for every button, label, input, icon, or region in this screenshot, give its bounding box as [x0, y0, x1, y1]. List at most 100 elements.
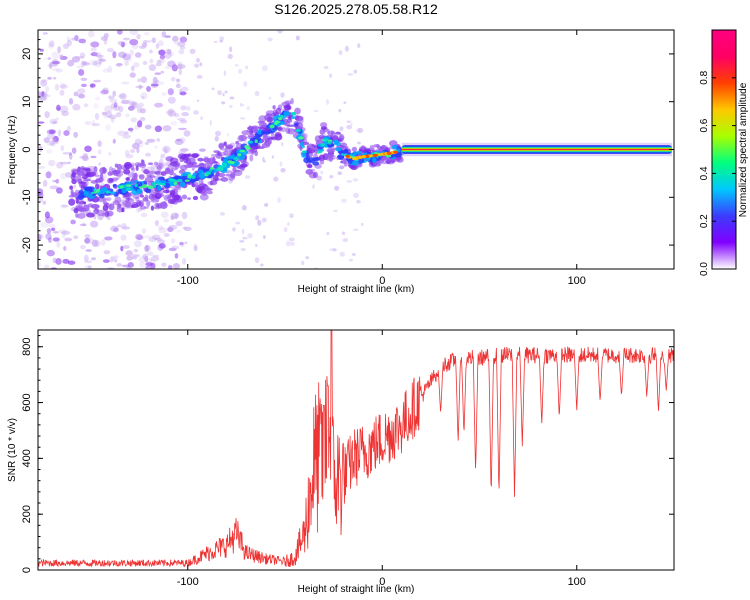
colorbar-tick-label: 0.0	[699, 262, 710, 276]
ridge-peak	[176, 178, 183, 183]
noise-blob	[136, 33, 141, 40]
noise-blob	[295, 35, 300, 41]
noise-blob	[242, 236, 248, 240]
colorbar: 0.0 0.2 0.4 0.6 0.8 Normalized spectral ampl…	[699, 29, 749, 276]
ridge-blob	[144, 194, 149, 201]
snr-ytick-label: 200	[21, 505, 33, 523]
noise-blob	[136, 235, 144, 241]
noise-blob	[144, 124, 152, 130]
noise-blob	[73, 131, 79, 138]
noise-blob	[211, 87, 215, 91]
ridge-peak	[96, 188, 100, 193]
ridge-peak	[156, 182, 162, 186]
noise-blob	[102, 68, 110, 73]
noise-blob	[51, 227, 56, 232]
ridge-blob	[266, 116, 273, 123]
ridge-blob	[81, 174, 89, 179]
noise-blob	[316, 175, 323, 181]
noise-blob	[361, 222, 364, 227]
ridge-blob	[147, 162, 154, 166]
noise-blob	[283, 226, 288, 233]
ridge-peak	[160, 183, 164, 186]
noise-blob	[102, 259, 110, 263]
noise-blob	[273, 176, 279, 182]
noise-blob	[56, 104, 61, 111]
noise-blob	[122, 245, 130, 249]
ridge-blob	[181, 194, 188, 200]
ridge-blob	[220, 177, 229, 182]
ridge-blob	[122, 195, 128, 199]
noise-blob	[110, 225, 119, 232]
noise-blob	[130, 104, 135, 111]
ridge-peak	[323, 138, 329, 142]
noise-blob	[343, 101, 347, 104]
noise-blob	[357, 127, 364, 133]
ridge-blob	[84, 168, 92, 172]
ridge-blob	[71, 169, 79, 175]
noise-blob	[150, 262, 156, 269]
noise-blob	[153, 161, 159, 166]
noise-blob	[56, 106, 61, 111]
ridge-core	[256, 129, 263, 135]
noise-blob	[151, 37, 156, 44]
noise-blob	[112, 255, 120, 259]
noise-blob	[167, 108, 175, 114]
noise-blob	[133, 240, 142, 248]
noise-blob	[332, 248, 337, 252]
noise-blob	[141, 42, 148, 48]
ridge-blob	[196, 186, 203, 194]
noise-blob	[94, 112, 100, 121]
noise-blob	[45, 233, 52, 240]
noise-blob	[48, 40, 55, 48]
ridge-blob	[360, 145, 366, 151]
ridge-blob	[68, 194, 76, 198]
noise-blob	[100, 89, 109, 95]
noise-blob	[84, 234, 91, 238]
noise-blob	[90, 41, 100, 48]
ridge-blob	[116, 163, 123, 171]
noise-blob	[38, 121, 45, 124]
noise-blob	[47, 76, 52, 80]
noise-blob	[38, 166, 46, 169]
noise-blob	[154, 125, 163, 133]
spectrogram-xlabel: Height of straight line (km)	[298, 284, 415, 295]
noise-blob	[118, 105, 124, 113]
noise-blob	[112, 256, 118, 262]
noise-blob	[62, 152, 71, 155]
noise-blob	[263, 235, 266, 239]
noise-blob	[281, 142, 284, 147]
noise-blob	[146, 85, 151, 92]
noise-blob	[84, 145, 92, 153]
ridge-blob	[131, 167, 136, 172]
ridge-core	[223, 158, 228, 162]
noise-blob	[137, 142, 144, 148]
ridge-blob	[77, 208, 86, 212]
noise-blob	[117, 224, 122, 228]
noise-blob	[155, 43, 160, 49]
ridge-core	[78, 189, 84, 195]
snr-xlabel: Height of straight line (km)	[298, 584, 415, 595]
noise-blob	[82, 222, 87, 227]
noise-blob	[38, 261, 42, 268]
noise-blob	[49, 118, 58, 125]
ridge-peak	[208, 168, 213, 172]
noise-blob	[84, 120, 92, 126]
ridge-blob	[376, 144, 380, 148]
ridge-blob	[272, 105, 276, 110]
noise-blob	[83, 254, 89, 262]
noise-blob	[78, 69, 85, 76]
snr-ylabel: SNR (10 * v/v)	[7, 418, 18, 482]
noise-blob	[109, 98, 118, 103]
ridge-blob	[80, 199, 85, 205]
noise-blob	[94, 96, 101, 101]
noise-blob	[93, 59, 102, 68]
ridge-peak	[393, 150, 399, 154]
ridge-blob	[150, 195, 156, 201]
noise-blob	[255, 215, 260, 221]
noise-blob	[57, 46, 61, 54]
ridge-blob	[223, 150, 228, 156]
noise-blob	[183, 130, 191, 137]
noise-blob	[52, 77, 57, 80]
noise-blob	[123, 56, 133, 63]
noise-blob	[158, 227, 167, 234]
